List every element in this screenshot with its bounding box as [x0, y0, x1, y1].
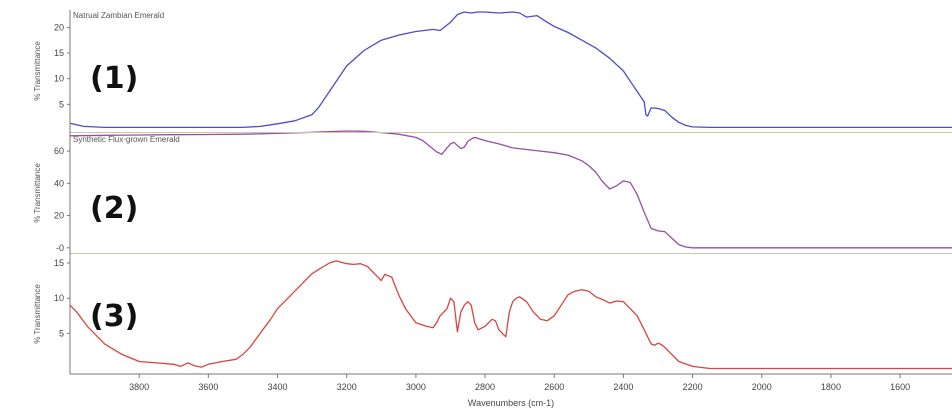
spectrum-line — [69, 11, 952, 129]
panel-title: Natrual Zambian Emerald — [73, 11, 164, 20]
y-tick-label: 40 — [54, 178, 64, 188]
panel-number-label: (3) — [90, 299, 138, 334]
panel-number-label: (1) — [90, 61, 138, 96]
x-tick-label: 3200 — [337, 382, 357, 392]
y-tick-label: 5 — [59, 328, 64, 338]
wavenumber-axis: 3800 3600 3400 3200 3000 2800 2600 2400 2200 2000… — [70, 373, 952, 408]
y-tick-label: 10 — [54, 74, 64, 84]
x-tick-label: 3000 — [406, 382, 426, 392]
spectrum-line — [69, 130, 952, 249]
y-axis-label: % Transmittance — [33, 284, 42, 344]
x-tick-label: 2400 — [613, 382, 633, 392]
x-tick-label: 2000 — [752, 382, 772, 392]
spectrum-panel-2: -0 20 40 60 % Transmittance Synthetic Flux-gr… — [33, 130, 952, 253]
y-axis-label: % Transmittance — [33, 163, 42, 223]
x-tick-label: 2800 — [475, 382, 495, 392]
y-tick-label: 20 — [54, 22, 64, 32]
y-tick-label: 15 — [54, 48, 64, 58]
spectrum-panel-1: 5 10 15 20 % Transmittance Natrual Zambian Em… — [33, 11, 952, 129]
x-tick-label: 1600 — [890, 382, 910, 392]
y-tick-label: 20 — [54, 211, 64, 221]
x-tick-label: 3600 — [198, 382, 218, 392]
x-tick-label: 3400 — [268, 382, 288, 392]
y-tick-label: 10 — [54, 293, 64, 303]
panel-number-label: (2) — [90, 191, 138, 226]
spectrum-line — [69, 260, 952, 370]
x-axis-label: Wavenumbers (cm-1) — [468, 398, 554, 408]
y-tick-label: 15 — [54, 258, 64, 268]
x-tick-label: 1800 — [821, 382, 841, 392]
y-tick-label: 60 — [54, 146, 64, 156]
spectrum-panel-3: 5 10 15 % Transmittance (3) — [33, 258, 952, 370]
x-tick-label: 3800 — [129, 382, 149, 392]
x-tick-label: 2600 — [544, 382, 564, 392]
y-tick-label: 5 — [59, 99, 64, 109]
y-tick-label: -0 — [56, 243, 64, 253]
x-tick-label: 2200 — [683, 382, 703, 392]
panel-title: Synthetic Flux-grown Emerald — [73, 135, 180, 144]
y-axis-label: % Transmittance — [33, 41, 42, 101]
